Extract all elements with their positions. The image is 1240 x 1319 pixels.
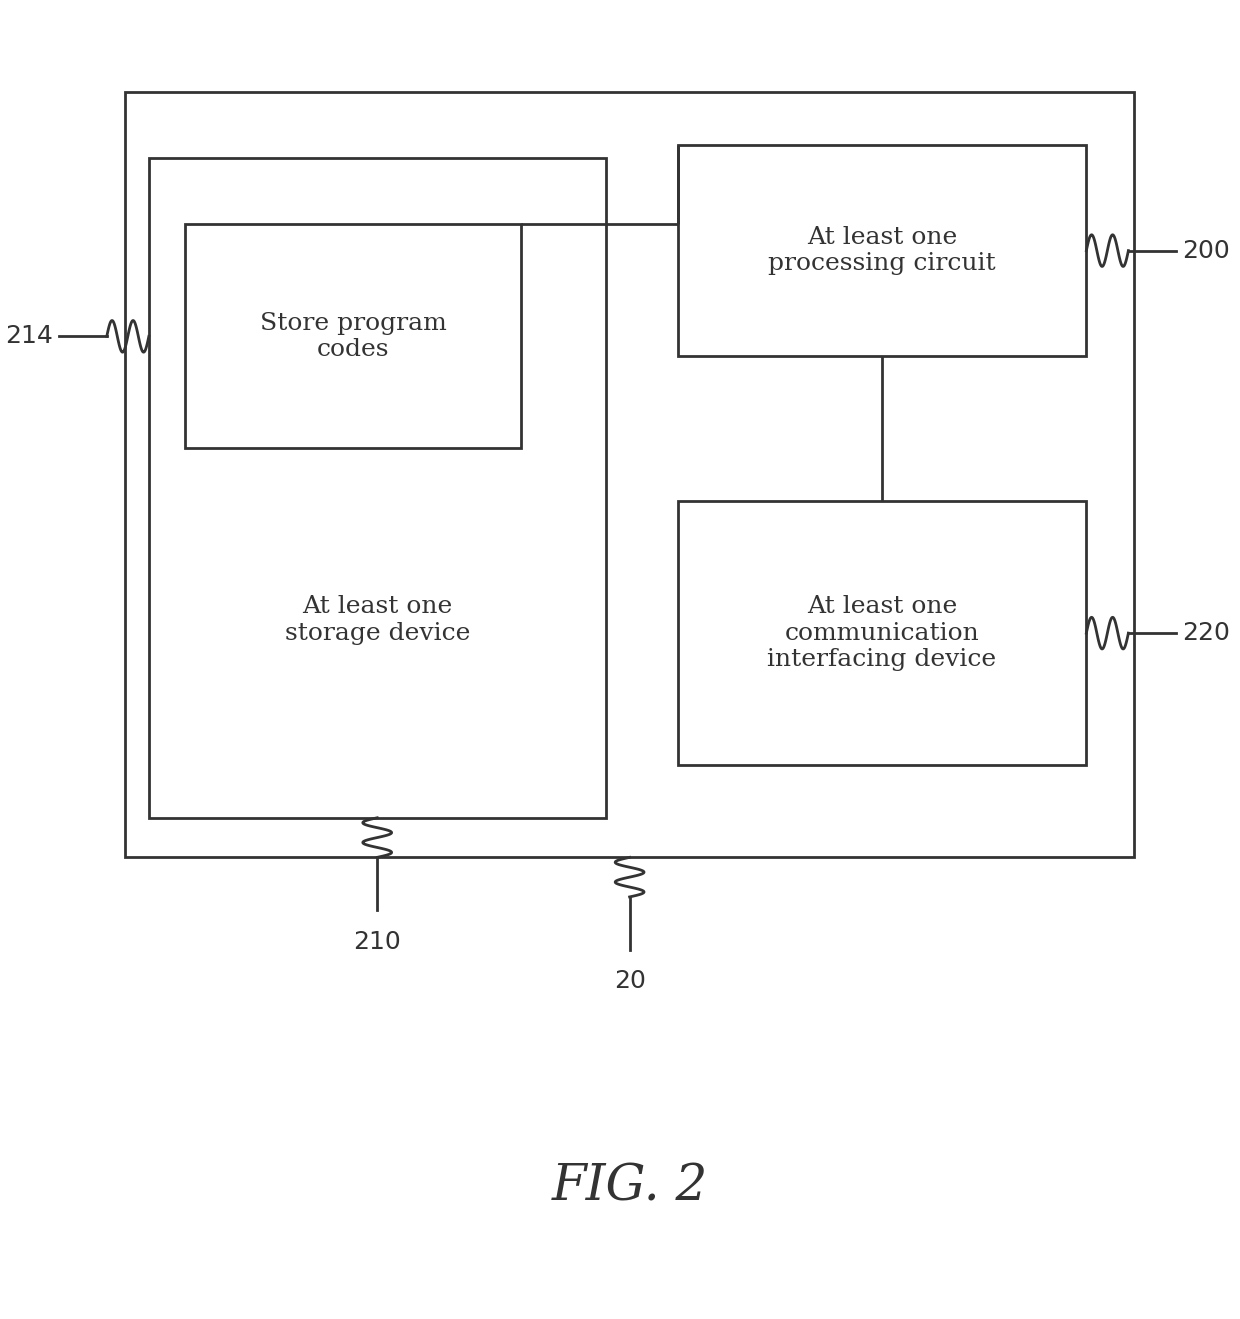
FancyBboxPatch shape — [678, 145, 1086, 356]
FancyBboxPatch shape — [678, 501, 1086, 765]
Text: 220: 220 — [1183, 621, 1230, 645]
Text: 210: 210 — [353, 930, 401, 954]
Text: 214: 214 — [5, 324, 52, 348]
Text: 20: 20 — [614, 969, 646, 993]
Text: At least one
communication
interfacing device: At least one communication interfacing d… — [768, 595, 997, 671]
Text: At least one
processing circuit: At least one processing circuit — [769, 226, 996, 276]
Text: FIG. 2: FIG. 2 — [552, 1162, 708, 1212]
Text: 200: 200 — [1183, 239, 1230, 262]
Text: Store program
codes: Store program codes — [260, 311, 446, 361]
FancyBboxPatch shape — [149, 158, 605, 818]
FancyBboxPatch shape — [125, 92, 1135, 857]
FancyBboxPatch shape — [185, 224, 522, 448]
Text: At least one
storage device: At least one storage device — [284, 595, 470, 645]
